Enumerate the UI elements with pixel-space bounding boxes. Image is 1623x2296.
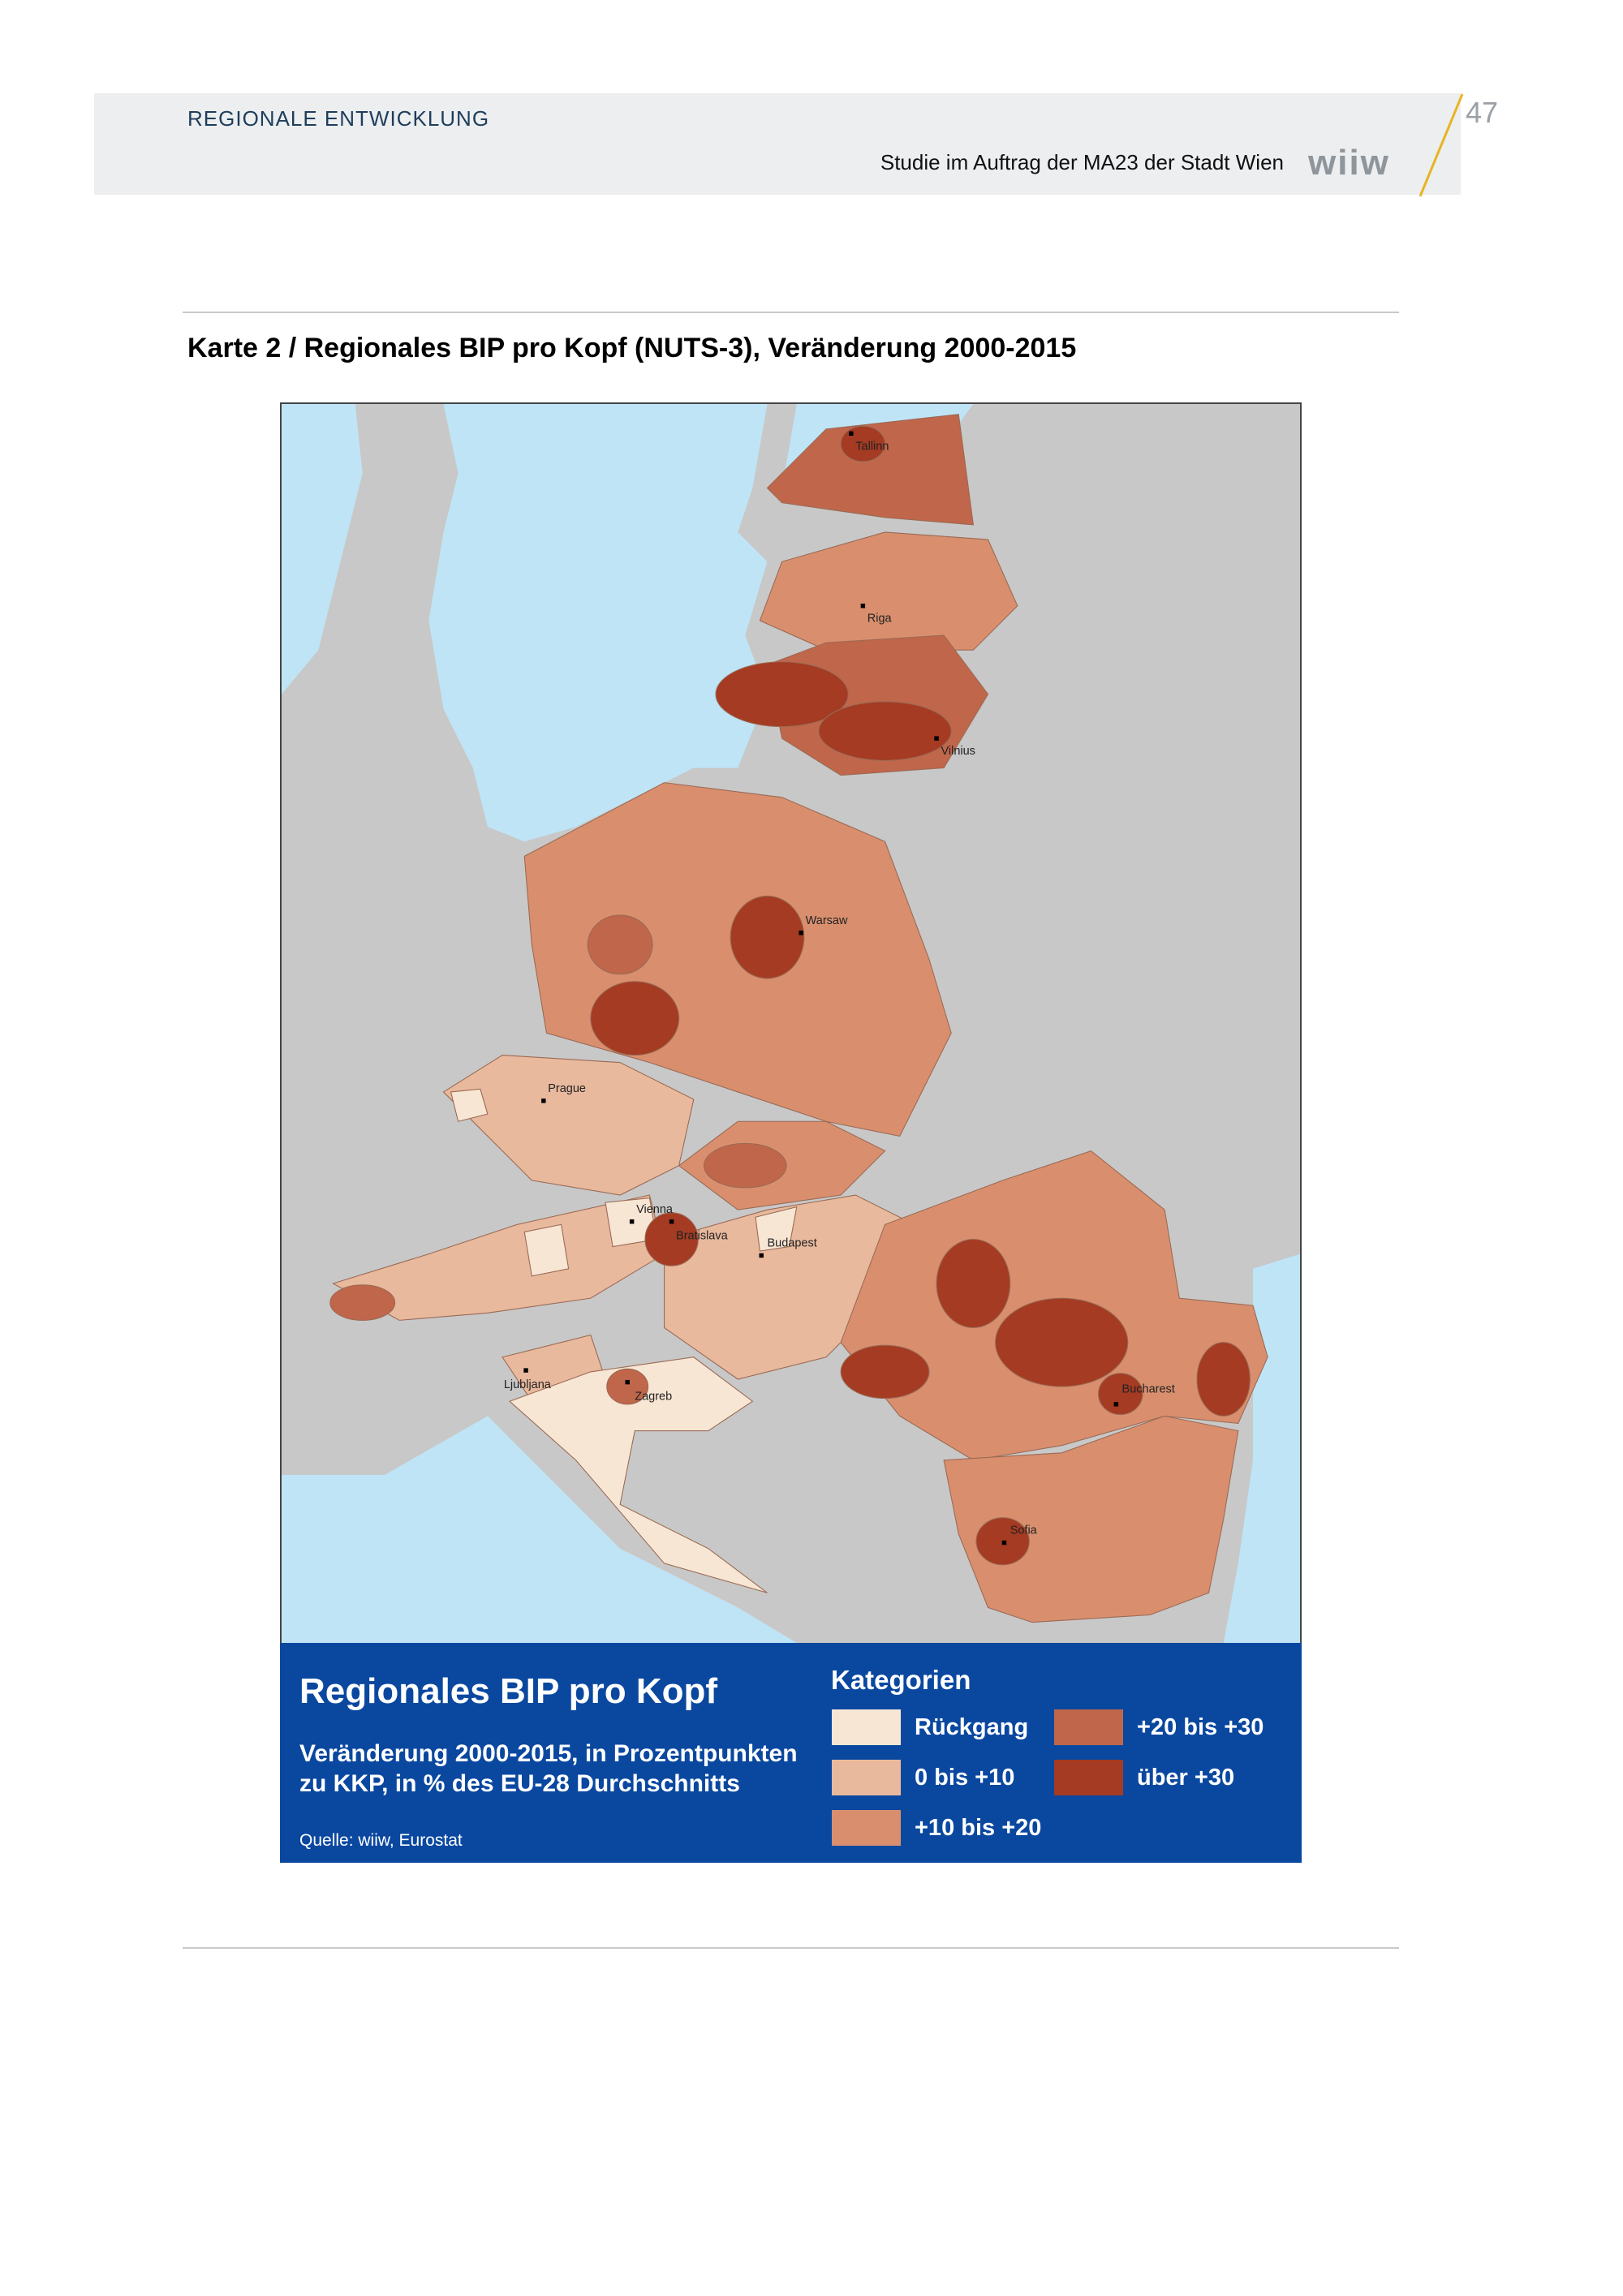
page-number: 47	[1466, 96, 1499, 129]
logo: wiiw	[1308, 143, 1390, 183]
city-label: Bucharest	[1122, 1382, 1175, 1395]
legend-description: Veränderung 2000-2015, in Prozentpunkten	[299, 1740, 798, 1767]
legend-label: 0 bis +10	[915, 1765, 1015, 1791]
city-label: Vienna	[636, 1203, 674, 1216]
legend-label: +20 bis +30	[1137, 1714, 1264, 1740]
city-layer: Tallinn Riga Vilnius Warsaw Prague ViennaBrat…	[504, 431, 1175, 1546]
header-band	[94, 93, 1461, 195]
city-marker	[860, 604, 866, 608]
legend-label: über +30	[1137, 1765, 1235, 1791]
legend-label: +10 bis +20	[915, 1815, 1042, 1841]
header-subtitle: Studie im Auftrag der MA23 der Stadt Wie…	[880, 150, 1284, 174]
legend: Regionales BIP pro Kopf Veränderung 2000…	[280, 1643, 1302, 1863]
city-marker	[669, 1219, 674, 1224]
city-label: Zagreb	[635, 1390, 672, 1403]
city-label: Ljubljana	[504, 1378, 552, 1391]
city-marker	[625, 1379, 630, 1385]
legend-description: zu KKP, in % des EU-28 Durchschnitts	[299, 1770, 740, 1797]
section-title: REGIONALE ENTWICKLUNG	[187, 106, 490, 131]
legend-swatch	[1054, 1709, 1123, 1745]
legend-swatch	[832, 1760, 901, 1795]
map: Tallinn Riga Vilnius Warsaw Prague ViennaBrat…	[280, 402, 1302, 1645]
city-marker	[523, 1368, 528, 1373]
city-label: Bratislava	[676, 1229, 729, 1242]
city-marker	[759, 1253, 764, 1258]
city-label: Warsaw	[806, 914, 848, 927]
city-label: Riga	[867, 613, 893, 626]
city-label: Budapest	[767, 1237, 816, 1250]
city-marker	[1113, 1402, 1119, 1407]
legend-swatch	[832, 1810, 901, 1846]
rule	[183, 1947, 1399, 1949]
city-marker	[541, 1099, 546, 1103]
city-marker	[799, 931, 803, 935]
legend-label: Rückgang	[915, 1714, 1029, 1740]
legend-source: Quelle: wiiw, Eurostat	[299, 1831, 463, 1850]
city-label: Tallinn	[855, 440, 889, 453]
city-marker	[629, 1219, 635, 1224]
caption: Karte 2 / Regionales BIP pro Kopf (NUTS-…	[187, 333, 1077, 363]
categories-title: Kategorien	[831, 1665, 971, 1695]
rule	[183, 312, 1399, 313]
city-label: Vilnius	[941, 745, 975, 758]
city-label: Sofia	[1010, 1524, 1038, 1537]
city-marker	[849, 431, 854, 436]
city-label: Prague	[548, 1082, 586, 1095]
header-slash	[1419, 93, 1464, 197]
regions	[329, 414, 1268, 1623]
legend-swatch	[832, 1709, 901, 1745]
city-marker	[934, 736, 939, 741]
city-marker	[1001, 1540, 1007, 1546]
legend-title: Regionales BIP pro Kopf	[299, 1671, 718, 1711]
legend-swatch	[1054, 1760, 1123, 1795]
